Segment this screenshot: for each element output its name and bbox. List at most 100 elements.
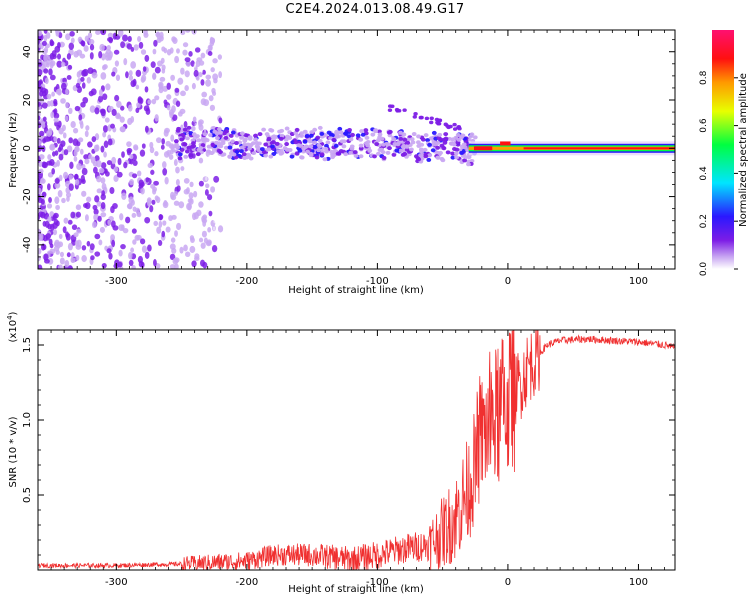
spectrogram-cell	[377, 160, 380, 166]
spectrogram-cell	[76, 163, 82, 171]
spectrogram-cell	[62, 132, 67, 139]
spectrogram-cell	[193, 190, 198, 198]
spectrogram-frame	[37, 29, 676, 270]
spectrogram-cell	[38, 155, 41, 164]
spectrogram-cell	[84, 130, 89, 138]
spectrogram-cell	[333, 143, 339, 148]
spectrogram-cell	[153, 220, 159, 226]
spectrogram-cell	[331, 153, 336, 158]
spectrogram-cell	[49, 60, 56, 67]
x-tick-label: -300	[105, 577, 128, 588]
spectrogram-cell	[450, 151, 456, 156]
spectrogram-cell	[141, 245, 148, 253]
spectrogram-cell	[174, 87, 180, 93]
spectrogram-cell	[54, 177, 60, 184]
spectrogram-cell	[100, 162, 107, 169]
spectrogram-cell	[100, 72, 107, 80]
spectrogram-cell	[286, 182, 289, 187]
spectrogram-cell	[184, 149, 190, 154]
spectrogram-cell	[189, 235, 195, 241]
spectrogram-cell	[257, 132, 263, 137]
spectrogram-cell	[317, 212, 321, 217]
spectrogram-cell	[201, 218, 208, 224]
spectrogram-cell	[113, 49, 120, 55]
spectrogram-cell	[348, 137, 354, 142]
spectrogram-cell	[128, 75, 134, 81]
spectrogram-x-label: Height of straight line (km)	[288, 285, 424, 296]
spectrogram-cell	[88, 90, 94, 97]
spectrogram-cell	[121, 151, 125, 158]
spectrogram-cell	[221, 152, 227, 157]
spectrogram-cell	[464, 233, 467, 238]
spectrogram-cell	[55, 30, 60, 37]
x-tick-label: -300	[105, 276, 128, 287]
spectrogram-cell	[104, 54, 111, 61]
spectrogram-cell	[200, 143, 206, 148]
spectrogram-cell	[391, 152, 397, 157]
spectrogram-cell	[179, 108, 186, 115]
spectrogram-cell	[387, 146, 392, 151]
spectrogram-cell	[261, 127, 267, 132]
spectrogram-cell	[81, 245, 87, 251]
spectrogram-cell	[162, 85, 168, 92]
spectrogram-cell	[378, 208, 381, 213]
spectrogram-cell	[70, 121, 76, 129]
spectrogram-cell	[196, 138, 202, 143]
spectrogram-cell	[157, 239, 163, 247]
spectrogram-cell	[176, 185, 181, 192]
spectrogram-cell	[316, 148, 321, 153]
spectrogram-cell	[80, 101, 86, 108]
spectrogram-cell	[170, 134, 175, 142]
spectrogram-cell	[415, 155, 421, 160]
spectrogram-cell	[250, 141, 256, 146]
spectrogram-cell	[331, 164, 335, 169]
spectrogram-cell	[144, 125, 149, 133]
y-tick-label: 1.5	[22, 337, 33, 353]
spectrogram-cell	[75, 254, 80, 261]
spectrogram-cell	[418, 147, 424, 152]
tone-core	[473, 146, 493, 151]
spectrogram-cell	[396, 117, 399, 122]
spectrogram-cell	[107, 219, 112, 226]
spectrogram-cell	[101, 182, 107, 191]
spectrogram-cell	[198, 71, 203, 78]
spectrogram-cell	[302, 139, 308, 144]
spectrogram-cell	[200, 79, 205, 86]
spectrogram-cell	[217, 127, 222, 132]
spectrogram-cell	[409, 175, 413, 180]
spectrogram-cell	[94, 107, 100, 115]
spectrogram-cell	[442, 96, 446, 101]
spectrogram-cell	[350, 132, 356, 137]
spectrogram-cell	[210, 67, 215, 73]
spectrogram-cell	[137, 211, 142, 218]
spectrogram-cell	[49, 243, 54, 249]
spectrogram-cell	[431, 130, 437, 135]
spectrogram-cell	[170, 74, 175, 81]
spectrogram-cell	[117, 30, 124, 37]
spectrogram-cell	[111, 239, 116, 248]
spectrogram-cell	[186, 125, 192, 130]
spectrogram-cell	[339, 139, 345, 144]
spectrogram-cell	[217, 225, 224, 233]
spectrogram-cell	[436, 121, 441, 126]
spectrogram-cell	[56, 53, 62, 60]
spectrogram-cell	[317, 144, 323, 149]
spectrogram-cell	[359, 129, 365, 134]
spectrogram-cell	[166, 49, 172, 56]
snr-y-axis: 0.5 1.0 1.5	[22, 337, 675, 556]
spectrogram-cell	[98, 167, 105, 174]
spectrogram-cell	[347, 128, 352, 133]
spectrogram-cell	[183, 154, 189, 159]
spectrogram-cell	[126, 43, 133, 50]
spectrogram-cell	[201, 230, 207, 238]
spectrogram-cell	[149, 205, 154, 213]
spectrogram-cell	[191, 260, 197, 268]
spectrogram-cell	[71, 224, 78, 231]
spectrogram-cell	[137, 255, 143, 264]
spectrogram-cell	[263, 233, 267, 239]
spectrogram-cell	[184, 251, 191, 258]
spectrogram-cell	[361, 65, 365, 70]
spectrogram-cell	[48, 68, 53, 76]
spectrogram-cell	[364, 135, 370, 140]
spectrogram-cell	[317, 125, 323, 130]
